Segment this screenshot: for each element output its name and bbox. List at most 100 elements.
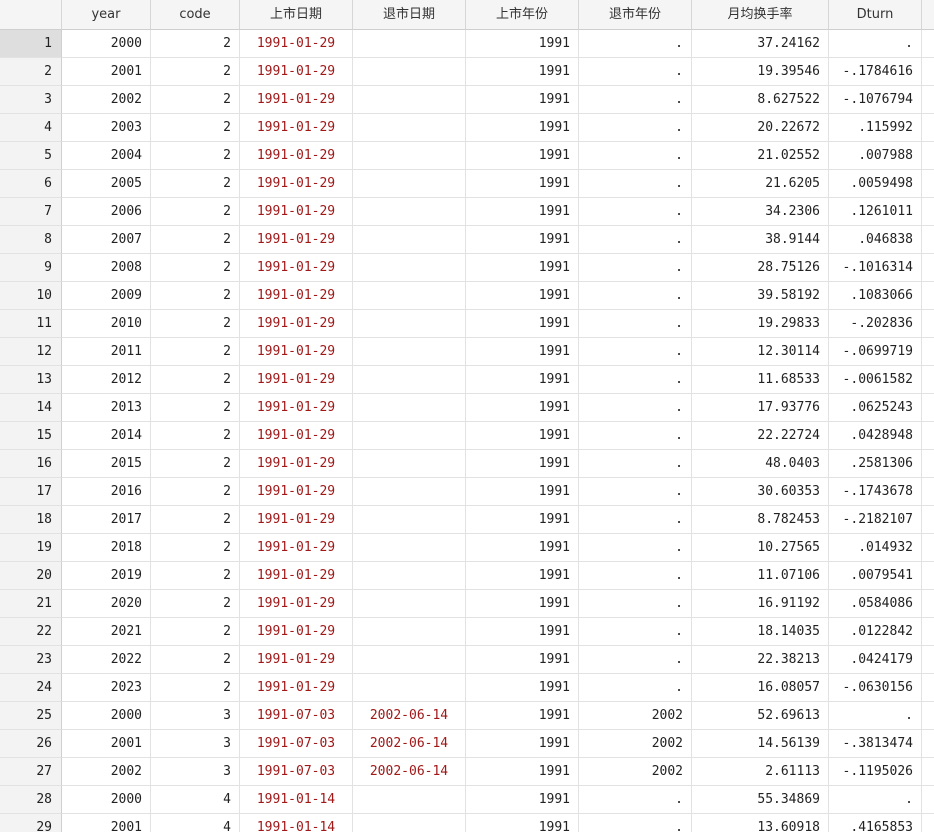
- data-cell: 2000: [62, 702, 151, 730]
- data-cell: [353, 142, 466, 170]
- data-cell: 2: [151, 366, 240, 394]
- empty-cell: [922, 562, 934, 590]
- data-cell: .: [579, 254, 692, 282]
- data-cell: 1991: [466, 226, 579, 254]
- empty-cell: [922, 618, 934, 646]
- data-cell: 2: [151, 226, 240, 254]
- data-cell: 1991-01-29: [240, 562, 353, 590]
- data-cell: [353, 338, 466, 366]
- data-cell: 22.38213: [692, 646, 829, 674]
- data-cell: 1991: [466, 814, 579, 832]
- column-header[interactable]: 退市年份: [579, 0, 692, 30]
- column-header[interactable]: 退市日期: [353, 0, 466, 30]
- data-cell: .: [579, 170, 692, 198]
- data-cell: 2002-06-14: [353, 730, 466, 758]
- data-cell: 52.69613: [692, 702, 829, 730]
- row-number[interactable]: 15: [0, 422, 62, 450]
- data-cell: 2002: [579, 702, 692, 730]
- data-cell: 2002: [579, 758, 692, 786]
- data-cell: .: [579, 478, 692, 506]
- row-number[interactable]: 22: [0, 618, 62, 646]
- data-cell: 1991: [466, 646, 579, 674]
- data-cell: 22.22724: [692, 422, 829, 450]
- row-number[interactable]: 29: [0, 814, 62, 832]
- data-cell: 3: [151, 758, 240, 786]
- row-number[interactable]: 20: [0, 562, 62, 590]
- data-cell: 2.61113: [692, 758, 829, 786]
- row-number[interactable]: 16: [0, 450, 62, 478]
- row-number[interactable]: 7: [0, 198, 62, 226]
- data-cell: 14.56139: [692, 730, 829, 758]
- row-number[interactable]: 14: [0, 394, 62, 422]
- data-cell: 2006: [62, 198, 151, 226]
- empty-cell: [922, 786, 934, 814]
- row-number[interactable]: 13: [0, 366, 62, 394]
- data-cell: 11.68533: [692, 366, 829, 394]
- row-number[interactable]: 25: [0, 702, 62, 730]
- row-number[interactable]: 1: [0, 30, 62, 58]
- data-cell: .: [579, 86, 692, 114]
- empty-cell: [922, 198, 934, 226]
- data-cell: 17.93776: [692, 394, 829, 422]
- data-cell: 2: [151, 58, 240, 86]
- data-cell: .: [579, 114, 692, 142]
- empty-cell: [922, 338, 934, 366]
- data-cell: 2017: [62, 506, 151, 534]
- row-number[interactable]: 27: [0, 758, 62, 786]
- row-number[interactable]: 5: [0, 142, 62, 170]
- data-cell: [353, 562, 466, 590]
- data-cell: [353, 590, 466, 618]
- row-number[interactable]: 24: [0, 674, 62, 702]
- row-number[interactable]: 4: [0, 114, 62, 142]
- row-number[interactable]: 10: [0, 282, 62, 310]
- row-number[interactable]: 18: [0, 506, 62, 534]
- empty-cell: [922, 478, 934, 506]
- row-number[interactable]: 11: [0, 310, 62, 338]
- data-cell: .046838: [829, 226, 922, 254]
- row-number[interactable]: 3: [0, 86, 62, 114]
- column-header[interactable]: year: [62, 0, 151, 30]
- data-cell: 1991: [466, 786, 579, 814]
- data-cell: .: [579, 198, 692, 226]
- row-number[interactable]: 8: [0, 226, 62, 254]
- row-number[interactable]: 26: [0, 730, 62, 758]
- data-cell: 2: [151, 478, 240, 506]
- data-cell: 2009: [62, 282, 151, 310]
- data-cell: 1991: [466, 58, 579, 86]
- row-number[interactable]: 19: [0, 534, 62, 562]
- row-number[interactable]: 28: [0, 786, 62, 814]
- column-header[interactable]: 上市年份: [466, 0, 579, 30]
- row-number[interactable]: 17: [0, 478, 62, 506]
- data-cell: 2: [151, 450, 240, 478]
- data-cell: 2018: [62, 534, 151, 562]
- data-cell: 2: [151, 170, 240, 198]
- empty-cell: [922, 506, 934, 534]
- row-number[interactable]: 23: [0, 646, 62, 674]
- data-cell: [353, 58, 466, 86]
- data-cell: 2002: [579, 730, 692, 758]
- empty-cell: [922, 590, 934, 618]
- row-number[interactable]: 6: [0, 170, 62, 198]
- data-cell: 1991: [466, 674, 579, 702]
- row-number[interactable]: 2: [0, 58, 62, 86]
- data-cell: 2: [151, 310, 240, 338]
- column-header[interactable]: Dturn: [829, 0, 922, 30]
- column-header[interactable]: code: [151, 0, 240, 30]
- data-cell: 1991: [466, 282, 579, 310]
- data-cell: .0424179: [829, 646, 922, 674]
- data-cell: 3: [151, 730, 240, 758]
- data-cell: 1991: [466, 450, 579, 478]
- row-number[interactable]: 12: [0, 338, 62, 366]
- data-cell: 19.39546: [692, 58, 829, 86]
- row-number[interactable]: 21: [0, 590, 62, 618]
- data-cell: .1083066: [829, 282, 922, 310]
- column-header[interactable]: 上市日期: [240, 0, 353, 30]
- data-cell: 1991: [466, 114, 579, 142]
- row-number[interactable]: 9: [0, 254, 62, 282]
- data-cell: [353, 310, 466, 338]
- data-cell: 1991-01-29: [240, 170, 353, 198]
- column-header[interactable]: 月均换手率: [692, 0, 829, 30]
- data-cell: 1991-01-29: [240, 394, 353, 422]
- data-cell: 2: [151, 338, 240, 366]
- data-cell: 1991-01-29: [240, 590, 353, 618]
